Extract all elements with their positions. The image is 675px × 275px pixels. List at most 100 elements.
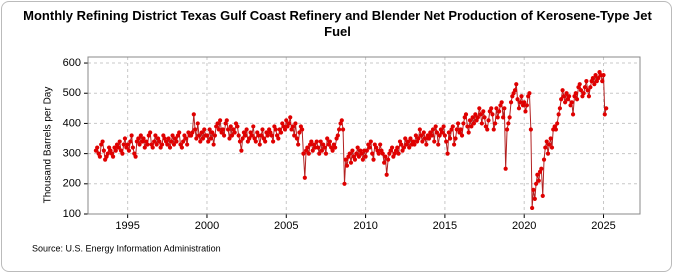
- data-point: [183, 136, 188, 141]
- data-point: [284, 118, 289, 123]
- data-point: [315, 145, 321, 150]
- data-point: [514, 82, 519, 87]
- data-point: [126, 148, 132, 153]
- data-point: [499, 100, 504, 105]
- data-point: [145, 142, 150, 147]
- data-point: [473, 112, 478, 117]
- data-point: [563, 100, 568, 105]
- data-point: [548, 136, 553, 141]
- data-point: [401, 145, 407, 150]
- data-point: [528, 127, 533, 132]
- data-point: [555, 121, 560, 126]
- data-point: [389, 145, 395, 150]
- data-point: [426, 136, 432, 141]
- data-point: [327, 139, 332, 144]
- data-point: [215, 121, 220, 126]
- y-tick-label: 600: [63, 57, 81, 69]
- data-point: [413, 133, 418, 138]
- data-point: [422, 136, 428, 141]
- data-point: [448, 136, 453, 141]
- data-point: [153, 133, 158, 138]
- data-point: [451, 142, 457, 147]
- data-point: [491, 127, 496, 132]
- data-point: [263, 139, 268, 144]
- data-point: [527, 91, 532, 96]
- data-point: [292, 133, 297, 138]
- data-point: [220, 127, 225, 132]
- data-point: [544, 139, 549, 144]
- data-point: [522, 100, 527, 105]
- data-point: [296, 142, 301, 147]
- data-point: [395, 145, 400, 150]
- x-tick-label: 2010: [353, 220, 377, 232]
- data-point: [560, 88, 565, 93]
- data-point: [412, 142, 417, 147]
- data-point: [138, 133, 143, 138]
- data-point: [236, 133, 241, 138]
- data-point: [432, 139, 437, 144]
- data-point: [269, 133, 274, 138]
- data-point: [117, 139, 122, 144]
- data-point: [419, 133, 424, 138]
- data-point: [467, 118, 473, 123]
- data-point: [574, 97, 580, 102]
- data-point: [344, 163, 350, 168]
- data-point: [378, 142, 383, 147]
- data-point: [239, 148, 244, 153]
- data-point: [110, 154, 116, 159]
- data-point: [121, 142, 126, 147]
- data-point: [382, 160, 387, 165]
- data-point: [116, 145, 121, 150]
- data-point: [323, 151, 329, 156]
- data-point: [95, 145, 100, 150]
- data-point: [444, 139, 449, 144]
- y-tick-label: 400: [63, 117, 81, 129]
- data-point: [208, 136, 214, 141]
- data-point: [336, 127, 342, 132]
- data-point: [416, 136, 421, 141]
- source-note: Source: U.S. Energy Information Administ…: [32, 243, 221, 253]
- data-point: [502, 106, 507, 111]
- data-point: [347, 151, 352, 156]
- data-point: [265, 133, 270, 138]
- data-point: [515, 97, 520, 102]
- data-point: [235, 124, 240, 129]
- data-point: [113, 148, 118, 153]
- data-point: [508, 100, 514, 105]
- data-point: [317, 151, 322, 156]
- data-point: [204, 133, 210, 138]
- data-point: [553, 127, 559, 132]
- data-point: [340, 127, 346, 132]
- data-point: [376, 151, 381, 156]
- data-point: [549, 145, 555, 150]
- data-point: [247, 136, 252, 141]
- data-point: [210, 130, 215, 135]
- x-tick-label: 2020: [512, 220, 536, 232]
- data-point: [586, 94, 592, 99]
- data-point: [368, 139, 373, 144]
- data-point: [545, 151, 551, 156]
- data-point: [493, 121, 498, 126]
- data-point: [396, 151, 401, 156]
- data-point: [194, 136, 199, 141]
- data-point: [384, 172, 389, 177]
- data-point: [206, 139, 211, 144]
- data-point: [354, 151, 359, 156]
- data-point: [470, 115, 475, 120]
- data-point: [202, 127, 207, 132]
- data-point: [592, 82, 597, 87]
- data-point: [539, 166, 544, 171]
- data-point: [133, 154, 138, 159]
- data-point: [333, 145, 338, 150]
- data-point: [325, 136, 330, 141]
- data-point: [531, 187, 536, 192]
- data-point: [494, 106, 499, 111]
- data-point: [593, 73, 598, 78]
- data-point: [429, 133, 434, 138]
- data-point: [322, 145, 327, 150]
- data-point: [536, 178, 541, 183]
- data-point: [399, 142, 404, 147]
- data-point: [179, 145, 185, 150]
- data-point: [120, 151, 125, 156]
